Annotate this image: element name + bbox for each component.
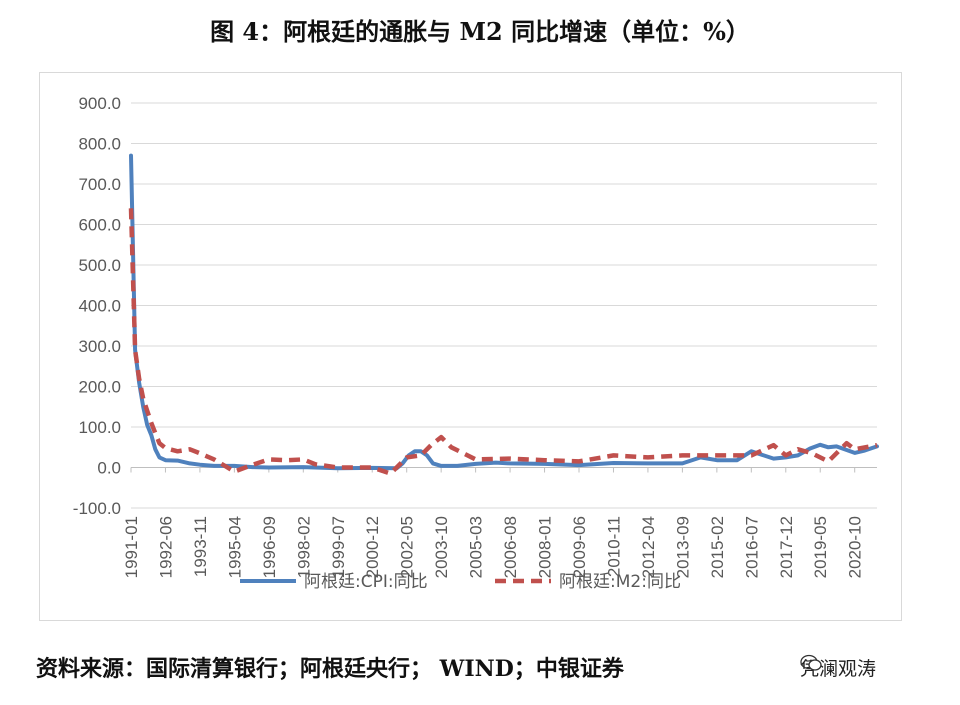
x-tick-label: 2008-01 (536, 516, 555, 578)
x-tick-label: 2016-07 (742, 516, 761, 578)
legend-item-m2-label: 阿根廷:M2:同比 (559, 572, 681, 592)
y-tick-label: 100.0 (78, 418, 121, 437)
y-tick-label: -100.0 (73, 499, 121, 518)
y-tick-label: 600.0 (78, 216, 121, 235)
x-tick-label: 2006-08 (501, 516, 520, 578)
x-tick-label: 2013-09 (673, 516, 692, 578)
wechat-icon (800, 654, 822, 671)
y-tick-label: 400.0 (78, 297, 121, 316)
x-tick-label: 2015-02 (708, 516, 727, 578)
m2-series-line (128, 208, 878, 476)
x-tick-label: 2010-11 (604, 516, 623, 577)
x-tick-label: 1993-11 (191, 516, 210, 577)
x-tick-label: 1998-02 (294, 516, 313, 578)
y-tick-label: 500.0 (78, 256, 121, 275)
source-note: 资料来源：国际清算银行；阿根廷央行； WIND；中银证券 (36, 656, 624, 682)
x-tick-label: 1995-04 (225, 516, 244, 578)
x-tick-label: 2019-05 (811, 516, 830, 578)
x-tick-label: 2012-04 (639, 516, 658, 578)
x-tick-label: 2009-06 (570, 516, 589, 578)
y-tick-label: 700.0 (78, 175, 121, 194)
x-tick-label: 2002-05 (398, 516, 417, 578)
x-tick-label: 2020-10 (846, 516, 865, 578)
x-tick-label: 2003-10 (432, 516, 451, 578)
x-tick-label: 1992-06 (156, 516, 175, 578)
line-chart: -100.0 0.0 100.0 200.0 300.0 400.0 500.0 600.0 7… (73, 94, 879, 592)
x-tick-label: 1999-07 (329, 516, 348, 578)
y-tick-label: 800.0 (78, 135, 121, 154)
watermark: 凭澜观涛 (800, 654, 876, 681)
chart-area: -100.0 0.0 100.0 200.0 300.0 400.0 500.0 600.0 7… (39, 72, 902, 621)
y-tick-label: 200.0 (78, 378, 121, 397)
x-tick-label: 2005-03 (467, 516, 486, 578)
x-tick-label: 1991-01 (122, 516, 141, 578)
legend-item-cpi-label: 阿根廷:CPI:同比 (304, 572, 428, 592)
y-tick-label: 900.0 (78, 94, 121, 113)
x-tick-label: 1996-09 (260, 516, 279, 578)
x-tick-label: 2017-12 (777, 516, 796, 578)
x-tick-label: 2000-12 (363, 516, 382, 578)
chart-title: 图 4：阿根廷的通胀与 M2 同比增速（单位：%） (210, 17, 750, 46)
y-tick-label: 0.0 (97, 459, 121, 478)
cpi-series-line (129, 153, 879, 471)
y-tick-label: 300.0 (78, 337, 121, 356)
